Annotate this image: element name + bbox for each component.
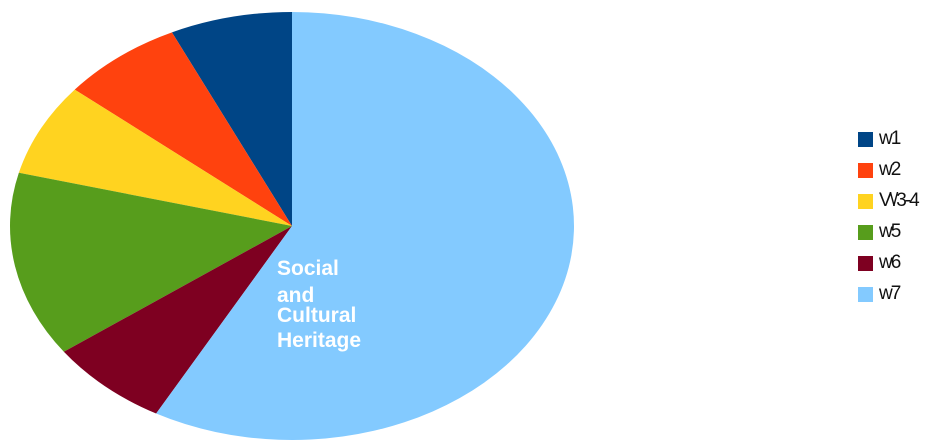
pie-slice-w7 [156, 12, 575, 441]
slice-annotation-line-2: and [277, 284, 314, 307]
legend-label: w5 [879, 221, 901, 242]
legend-item-w3-4: V\/3-4 [858, 190, 920, 212]
slice-annotation-line-1: Social [277, 257, 339, 280]
legend-item-w7: w7 [858, 283, 918, 305]
legend-label: w2 [879, 159, 901, 180]
pie-slice-v-3-4 [18, 89, 292, 226]
legend-swatch [858, 131, 873, 147]
chart-legend: w1 w2 V\/3-4 w5 w6 w7 [858, 128, 920, 314]
legend-label: w7 [879, 283, 901, 304]
legend-swatch [858, 255, 873, 271]
legend-item-w5: w5 [858, 221, 918, 243]
legend-label: V\/3-4 [879, 190, 920, 211]
legend-label: w1 [879, 128, 901, 149]
pie-slice-w2 [74, 32, 292, 227]
legend-item-w1: w1 [858, 128, 918, 150]
pie-slice-w5 [9, 172, 292, 352]
legend-label: w6 [879, 252, 901, 273]
slice-annotation-line-3: Cultural [277, 304, 356, 327]
legend-swatch [858, 224, 873, 240]
slice-annotation-line-4: Heritage [277, 329, 361, 352]
pie-slice-w6 [63, 226, 292, 414]
pie-slice-w1 [171, 12, 292, 226]
legend-swatch [858, 286, 873, 302]
legend-item-w6: w6 [858, 252, 918, 274]
legend-item-w2: w2 [858, 159, 918, 181]
legend-swatch [858, 193, 873, 209]
legend-swatch [858, 162, 873, 178]
pie-slices [9, 12, 575, 441]
